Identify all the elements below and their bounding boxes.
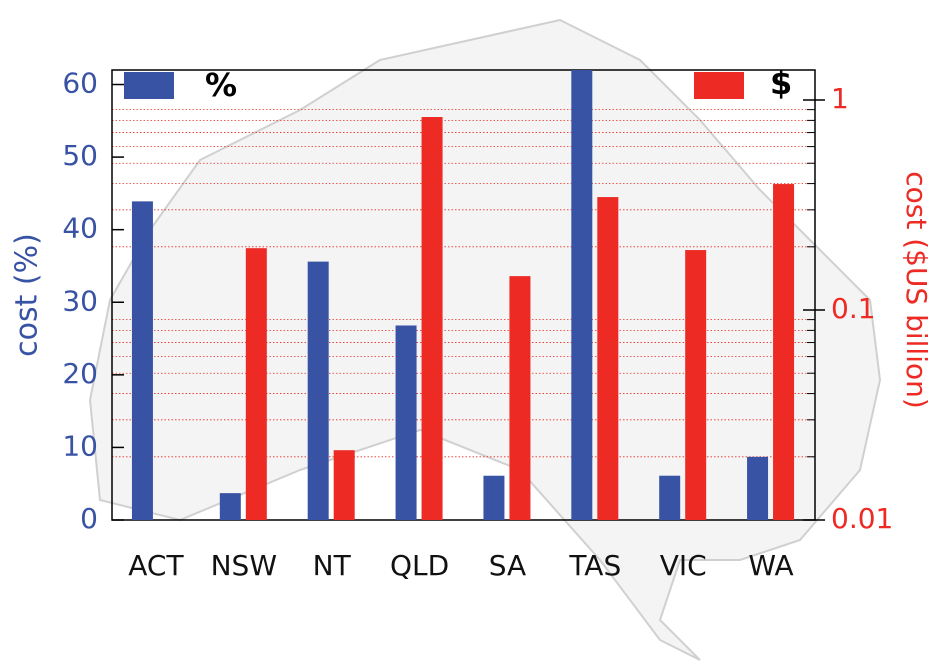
bar bbox=[747, 456, 769, 520]
y2-tick-label: 0.1 bbox=[831, 292, 876, 325]
bar bbox=[685, 250, 707, 520]
legend-swatch bbox=[124, 72, 174, 99]
bar bbox=[307, 261, 329, 520]
y-tick-label: 60 bbox=[62, 67, 98, 100]
y2-axis-label: cost ($US billion) bbox=[900, 171, 933, 409]
bar bbox=[483, 475, 505, 520]
bar bbox=[219, 493, 241, 520]
bar bbox=[395, 325, 417, 520]
plot-frame bbox=[111, 69, 816, 521]
x-tick-label: TAS bbox=[568, 549, 621, 582]
y-tick-label: 50 bbox=[62, 139, 98, 172]
y2-tick-label: 1 bbox=[831, 82, 849, 115]
y-tick-label: 40 bbox=[62, 212, 98, 245]
bar bbox=[421, 117, 443, 520]
y-tick-label: 20 bbox=[62, 357, 98, 390]
y2-tick-label: 0.01 bbox=[831, 502, 893, 535]
y-tick-label: 30 bbox=[62, 284, 98, 317]
bar bbox=[333, 450, 355, 520]
x-tick-label: VIC bbox=[660, 549, 707, 582]
x-tick-label: NSW bbox=[211, 549, 277, 582]
x-tick-label: ACT bbox=[128, 549, 184, 582]
bar bbox=[509, 276, 531, 520]
x-tick-label: NT bbox=[313, 549, 352, 582]
legend-label: % bbox=[205, 66, 237, 104]
y-tick-label: 10 bbox=[62, 429, 98, 462]
y-axis-label: cost (%) bbox=[10, 233, 45, 357]
bar bbox=[597, 197, 619, 521]
y-tick-label: 0 bbox=[80, 502, 98, 535]
bar bbox=[571, 70, 593, 520]
bar bbox=[773, 184, 795, 521]
x-tick-label: WA bbox=[748, 549, 793, 582]
bar bbox=[245, 248, 267, 520]
legend-swatch bbox=[694, 72, 744, 99]
legend-label: $ bbox=[770, 64, 792, 102]
bar bbox=[131, 201, 153, 520]
bar bbox=[659, 475, 681, 520]
x-tick-label: SA bbox=[489, 549, 526, 582]
x-tick-label: QLD bbox=[390, 549, 449, 582]
